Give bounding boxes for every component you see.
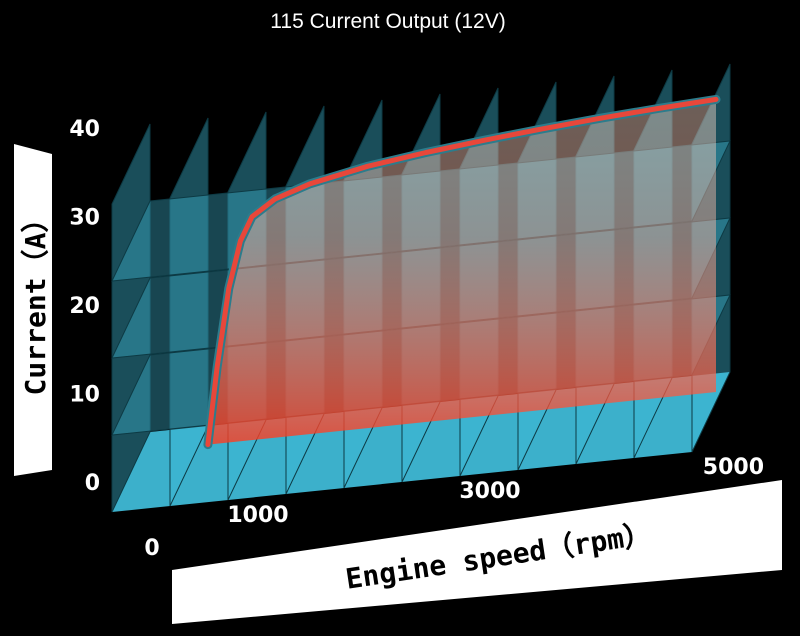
chart-title: 115 Current Output (12V)	[270, 10, 505, 33]
y-tick-label: 0	[85, 471, 100, 496]
y-tick-label: 30	[69, 206, 100, 231]
curve-area	[207, 99, 716, 445]
x-ticks: 0 1000 3000 5000	[144, 455, 764, 561]
x-label-band	[172, 480, 782, 624]
y-tick-label: 10	[69, 383, 100, 408]
y-label-band	[14, 144, 52, 476]
y-tick-label: 20	[69, 294, 100, 319]
vertical-panel	[169, 117, 209, 507]
x-tick-label: 5000	[703, 455, 764, 480]
curve	[203, 94, 721, 450]
y-axis-label: Current（A）	[19, 205, 52, 396]
x-tick-label: 1000	[227, 503, 288, 528]
x-tick-label: 3000	[459, 479, 520, 504]
y-ticks: 0 10 20 30 40	[69, 117, 100, 496]
area-under-curve	[207, 99, 716, 445]
curve-line	[205, 96, 719, 448]
y-tick-label: 40	[69, 117, 100, 142]
x-tick-label: 0	[144, 536, 159, 561]
